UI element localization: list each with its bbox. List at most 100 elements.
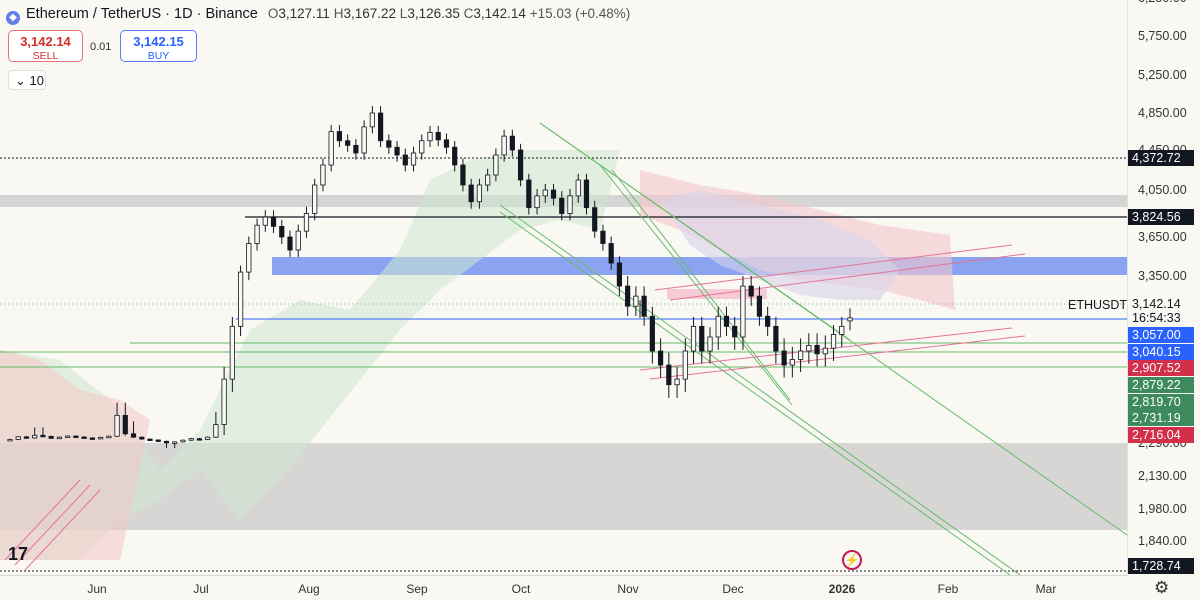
candle — [460, 164, 466, 186]
candle — [715, 315, 721, 338]
candle — [73, 435, 79, 438]
candle — [657, 350, 664, 366]
indicators-collapse-toggle[interactable]: ⌄ 10 — [8, 70, 46, 90]
candle — [155, 439, 161, 442]
time-axis[interactable]: Jun Jul Aug Sep Oct Nov Dec 2026 Feb Mar — [0, 575, 1127, 600]
candle — [7, 439, 13, 442]
high-value: 3,167.22 — [343, 6, 397, 21]
candle — [81, 436, 87, 439]
candle — [172, 441, 178, 444]
candle — [336, 131, 343, 142]
candle — [295, 230, 301, 251]
candle — [254, 224, 260, 244]
candle — [633, 295, 639, 307]
candle — [806, 344, 812, 352]
cloud-red — [0, 350, 150, 560]
chart-legend-header: ◆ Ethereum / TetherUS · 1D · Binance O3,1… — [6, 6, 630, 25]
candle — [246, 243, 252, 273]
price-label: 3,824.56 — [1128, 209, 1194, 225]
candle — [797, 350, 804, 360]
price-tick: 3,650.00 — [1138, 230, 1187, 244]
candle — [443, 139, 450, 148]
candle — [452, 146, 458, 166]
trendline-green-6 — [611, 169, 791, 401]
candle — [369, 112, 375, 128]
candle — [493, 154, 499, 176]
ohlc-readout: O3,127.11 H3,167.22 L3,126.35 C3,142.14 … — [268, 6, 630, 21]
trendline-green-3 — [499, 211, 1011, 575]
chart-plot-area[interactable] — [0, 0, 1127, 575]
candle — [822, 347, 828, 355]
sell-label: SELL — [32, 50, 59, 62]
candle — [592, 207, 598, 232]
candle — [188, 438, 194, 441]
price-label: 3,040.15 — [1128, 344, 1194, 360]
candle — [312, 184, 318, 214]
close-label: C — [463, 6, 474, 21]
price-axis[interactable]: 6,250.005,750.005,250.004,850.004,450.00… — [1127, 0, 1200, 575]
tradingview-logo-icon[interactable]: 17 — [8, 544, 29, 564]
buy-label: BUY — [147, 50, 170, 62]
candle — [567, 195, 573, 214]
price-label: 2,716.04 — [1128, 427, 1194, 443]
sell-button[interactable]: 3,142.14 SELL — [8, 30, 83, 62]
price-tick: 1,840.00 — [1138, 534, 1187, 548]
candle — [163, 440, 170, 444]
bolt-icon[interactable]: ⚡ — [842, 550, 862, 570]
price-tick: 6,250.00 — [1138, 0, 1187, 5]
candle — [575, 179, 581, 197]
time-tick: 2026 — [828, 582, 856, 596]
candle — [279, 226, 285, 238]
candle — [690, 325, 697, 352]
channel-pink-left — [24, 489, 101, 571]
candle — [649, 315, 655, 352]
candle — [427, 132, 433, 142]
ethereum-logo-icon: ◆ — [6, 11, 20, 25]
time-tick: Feb — [937, 582, 959, 596]
open-label: O — [267, 6, 279, 21]
price-chart[interactable] — [0, 0, 1127, 575]
candle — [328, 131, 334, 166]
candle — [122, 414, 128, 435]
candle — [559, 197, 565, 214]
candle — [345, 140, 351, 146]
candle — [23, 436, 30, 439]
price-label: 16:54:33 — [1128, 310, 1194, 326]
candle — [789, 359, 795, 366]
price-label: 2,879.22 — [1128, 377, 1194, 393]
candle — [765, 315, 771, 327]
candle — [682, 350, 688, 380]
candle — [699, 325, 705, 352]
sell-price: 3,142.14 — [20, 34, 71, 49]
symbol-title[interactable]: Ethereum / TetherUS · 1D · Binance — [26, 6, 258, 22]
candle — [237, 271, 244, 327]
time-tick: Jul — [193, 582, 209, 596]
candle — [740, 285, 746, 338]
candle — [270, 216, 277, 227]
high-label: H — [333, 6, 344, 21]
candle — [707, 336, 713, 352]
candle — [361, 126, 367, 154]
candle — [542, 189, 548, 197]
price-label: 2,907.52 — [1128, 360, 1194, 376]
buy-button[interactable]: 3,142.15 BUY — [120, 30, 197, 62]
candle — [213, 424, 219, 438]
gear-icon[interactable]: ⚙ — [1154, 578, 1170, 597]
time-tick: Oct — [511, 582, 531, 596]
time-tick: Mar — [1035, 582, 1057, 596]
candle — [723, 315, 730, 327]
price-label: 4,372.72 — [1128, 150, 1194, 166]
open-value: 3,127.11 — [278, 6, 330, 21]
candle — [229, 325, 235, 380]
price-tick: 1,980.00 — [1138, 502, 1187, 516]
channel-pink-left — [14, 484, 91, 566]
candle — [377, 112, 384, 142]
candle — [830, 333, 837, 349]
close-value: 3,142.14 — [473, 6, 526, 21]
price-tick: 4,850.00 — [1138, 106, 1187, 120]
price-label: 1,728.74 — [1128, 558, 1194, 574]
candle — [476, 184, 483, 203]
price-label: 3,057.00 — [1128, 327, 1194, 343]
price-tick: 5,250.00 — [1138, 68, 1187, 82]
candle — [526, 179, 532, 209]
